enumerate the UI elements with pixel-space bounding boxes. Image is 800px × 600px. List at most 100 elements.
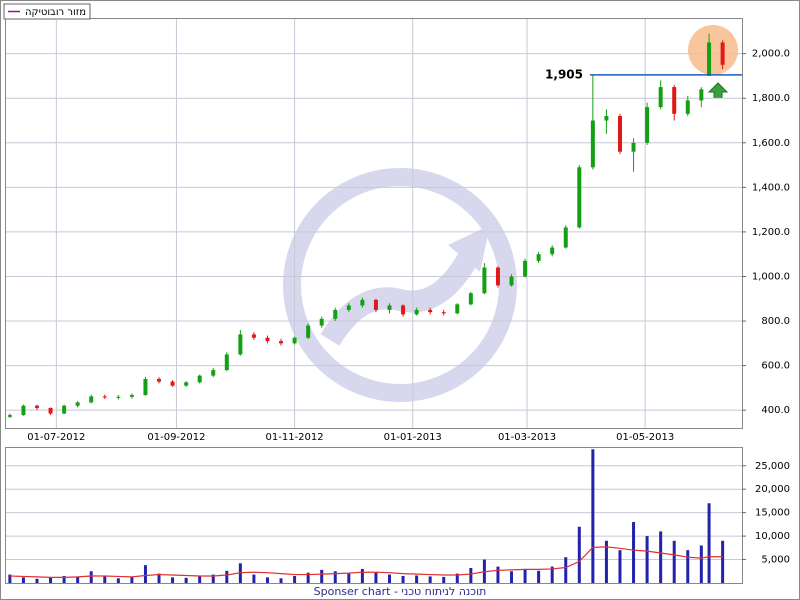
candle-body	[279, 341, 284, 344]
candle-body	[577, 167, 582, 228]
volume-bar	[8, 574, 12, 583]
x-tick-label: 01-01-2013	[384, 432, 442, 443]
candle-body	[685, 100, 690, 114]
volume-bar	[577, 526, 581, 583]
candle-body	[211, 370, 216, 376]
volume-bar	[265, 577, 269, 583]
candle-body	[89, 396, 94, 403]
candle-body	[75, 402, 80, 406]
candle-body	[509, 276, 514, 286]
volume-bar	[672, 540, 676, 583]
y-tick-label: 25,000	[755, 461, 790, 472]
volume-bar	[279, 578, 283, 583]
candle-body	[360, 299, 365, 306]
y-tick-label: 1,200.0	[752, 227, 790, 238]
y-tick-label: 400.0	[761, 405, 790, 416]
y-tick-label: 2,000.0	[752, 49, 790, 60]
candle-body	[563, 227, 568, 248]
volume-panel	[5, 447, 743, 584]
volume-bar	[659, 531, 663, 583]
y-tick-label: 10,000	[755, 531, 790, 542]
candle-body	[699, 89, 704, 101]
volume-bar	[130, 577, 134, 583]
candle-body	[333, 309, 338, 319]
candle-body	[102, 396, 107, 398]
volume-bar	[428, 576, 432, 583]
volume-bar	[632, 522, 636, 583]
candle-body	[523, 260, 528, 277]
candle-body	[238, 334, 243, 355]
candle-body	[129, 395, 134, 397]
moving-average-line	[9, 546, 723, 578]
volume-bar	[401, 575, 405, 583]
volume-bar	[157, 573, 161, 583]
candle-body	[645, 107, 650, 143]
legend-label: מזור רובוטיקה	[25, 7, 86, 18]
candle-body	[455, 304, 460, 314]
y-tick-label: 800.0	[761, 316, 790, 327]
candle-body	[441, 312, 446, 314]
watermark	[283, 168, 517, 402]
volume-bar	[686, 550, 690, 583]
candle-body	[319, 318, 324, 326]
legend	[3, 3, 91, 20]
x-tick-label: 01-11-2012	[266, 432, 324, 443]
candle-body	[184, 382, 189, 386]
volume-bar	[591, 449, 595, 583]
volume-bar	[537, 570, 541, 583]
candle-body	[143, 378, 148, 396]
volume-bar	[415, 575, 419, 583]
volume-bar	[564, 557, 568, 583]
candle-body	[631, 142, 636, 152]
price-panel	[5, 18, 743, 429]
footer: Sponser chart - תוכנה לניתוח טכני	[314, 585, 487, 598]
volume-bar	[604, 540, 608, 583]
candle-body	[658, 87, 663, 108]
candle-body	[62, 405, 67, 414]
candle-body	[251, 334, 256, 338]
candle-body	[414, 309, 419, 315]
volume-bar	[333, 571, 337, 583]
x-tick-label: 01-09-2012	[147, 432, 205, 443]
volume-bar	[496, 566, 500, 583]
volume-bar	[252, 574, 256, 583]
candle-body	[536, 254, 541, 261]
volume-bar	[523, 568, 527, 583]
candle-body	[672, 87, 677, 114]
volume-bar	[347, 573, 351, 583]
volume-bar	[387, 574, 391, 583]
candle-body	[604, 116, 609, 121]
volume-bar	[707, 503, 711, 583]
candle-body	[116, 396, 121, 398]
volume-bar	[306, 572, 310, 583]
volume-bar	[198, 575, 202, 583]
volume-bar	[442, 576, 446, 583]
candle-body	[482, 267, 487, 294]
candle-body	[265, 337, 270, 342]
volume-bar	[550, 566, 554, 583]
candle-body	[7, 415, 12, 417]
volume-bar	[62, 575, 66, 583]
volume-bar	[510, 571, 514, 583]
y-tick-label: 1,600.0	[752, 138, 790, 149]
x-tick-label: 01-07-2012	[27, 432, 85, 443]
y-tick-label: 1,000.0	[752, 271, 790, 282]
x-tick-label: 01-03-2013	[498, 432, 556, 443]
x-tick-label: 01-05-2013	[616, 432, 674, 443]
volume-bar	[618, 550, 622, 583]
candle-body	[224, 354, 229, 371]
volume-bar	[469, 567, 473, 583]
candle-body	[48, 407, 53, 414]
candle-body	[21, 405, 26, 416]
y-tick-label: 600.0	[761, 361, 790, 372]
volume-bar	[645, 536, 649, 583]
volume-bar	[699, 545, 703, 583]
candle-body	[428, 309, 433, 313]
volume-bar	[76, 576, 80, 583]
candle-body	[306, 325, 311, 338]
volume-bar	[320, 569, 324, 583]
volume-bar	[35, 578, 39, 583]
candle-body	[157, 378, 162, 382]
